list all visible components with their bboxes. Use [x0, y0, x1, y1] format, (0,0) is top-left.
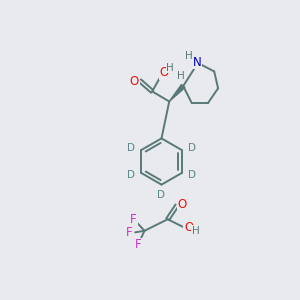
Text: N: N — [193, 56, 202, 69]
Text: H: H — [177, 71, 185, 81]
Text: D: D — [127, 170, 135, 180]
Text: D: D — [188, 143, 196, 153]
Text: O: O — [159, 67, 169, 80]
Text: H: H — [185, 51, 193, 61]
Text: O: O — [184, 221, 193, 234]
Text: D: D — [188, 170, 196, 180]
Text: F: F — [126, 226, 132, 239]
Text: O: O — [130, 75, 139, 88]
Text: H: H — [192, 226, 200, 236]
Text: O: O — [178, 198, 187, 211]
Text: D: D — [158, 190, 166, 200]
Text: D: D — [127, 143, 135, 153]
Text: F: F — [130, 213, 137, 226]
Text: F: F — [135, 238, 142, 251]
Text: H: H — [166, 63, 174, 73]
Polygon shape — [169, 85, 185, 101]
